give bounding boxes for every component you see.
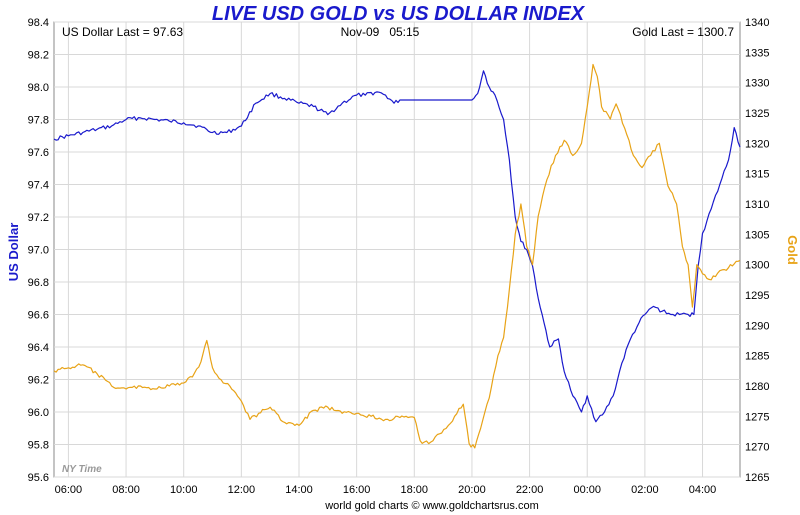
footer-credit: world gold charts © www.goldchartsrus.co… xyxy=(324,500,539,512)
right-tick-label: 1300 xyxy=(745,260,769,272)
header-dollar-last: US Dollar Last = 97.63 xyxy=(62,25,183,39)
x-tick-label: 20:00 xyxy=(458,484,486,496)
right-tick-label: 1290 xyxy=(745,320,769,332)
header-gold-last: Gold Last = 1300.7 xyxy=(632,25,734,39)
right-tick-label: 1310 xyxy=(745,199,769,211)
right-axis-label: Gold xyxy=(785,235,800,265)
left-tick-label: 97.0 xyxy=(28,245,49,257)
chart-title: LIVE USD GOLD vs US DOLLAR INDEX xyxy=(212,3,586,25)
left-tick-label: 98.0 xyxy=(28,82,49,94)
right-tick-label: 1315 xyxy=(745,169,769,181)
x-tick-label: 06:00 xyxy=(55,484,83,496)
left-tick-label: 95.6 xyxy=(28,472,49,484)
x-tick-label: 16:00 xyxy=(343,484,371,496)
series-line-us-dollar xyxy=(53,70,741,423)
x-tick-label: 04:00 xyxy=(689,484,717,496)
grid-lines xyxy=(54,21,740,478)
x-tick-label: 10:00 xyxy=(170,484,198,496)
timezone-label: NY Time xyxy=(62,464,102,475)
header-datetime: Nov-09 05:15 xyxy=(341,25,420,39)
right-tick-label: 1320 xyxy=(745,138,769,150)
right-tick-label: 1285 xyxy=(745,351,769,363)
right-tick-label: 1340 xyxy=(745,17,769,29)
left-tick-label: 98.4 xyxy=(28,17,49,29)
x-tick-label: 02:00 xyxy=(631,484,659,496)
right-tick-label: 1305 xyxy=(745,229,769,241)
x-axis-ticks: 06:00 08:00 10:00 12:00 14:00 16:00 18:00 20:00… xyxy=(55,484,717,496)
left-tick-label: 96.8 xyxy=(28,277,49,289)
x-tick-label: 18:00 xyxy=(401,484,429,496)
left-tick-label: 96.2 xyxy=(28,375,49,387)
x-tick-label: 08:00 xyxy=(112,484,140,496)
left-axis-ticks: 95.6 95.8 96.0 96.2 96.4 96.6 96.8 97.0 97.2 97.4… xyxy=(28,17,49,484)
right-axis-ticks: 1265 1270 1275 1280 1285 1290 1295 1300 1305 1310… xyxy=(745,17,769,484)
right-tick-label: 1325 xyxy=(745,108,769,120)
right-tick-label: 1335 xyxy=(745,47,769,59)
series-layer xyxy=(53,63,741,449)
right-tick-label: 1330 xyxy=(745,78,769,90)
right-tick-label: 1295 xyxy=(745,290,769,302)
left-tick-label: 98.2 xyxy=(28,50,49,62)
left-tick-label: 96.0 xyxy=(28,407,49,419)
x-tick-label: 12:00 xyxy=(228,484,256,496)
right-tick-label: 1270 xyxy=(745,442,769,454)
x-tick-label: 22:00 xyxy=(516,484,544,496)
left-tick-label: 96.4 xyxy=(28,342,49,354)
left-tick-label: 97.2 xyxy=(28,212,49,224)
left-tick-label: 97.6 xyxy=(28,147,49,159)
left-tick-label: 97.8 xyxy=(28,115,49,127)
x-tick-label: 14:00 xyxy=(285,484,313,496)
right-tick-label: 1275 xyxy=(745,411,769,423)
left-tick-label: 96.6 xyxy=(28,310,49,322)
left-tick-label: 95.8 xyxy=(28,440,49,452)
right-tick-label: 1280 xyxy=(745,381,769,393)
right-tick-label: 1265 xyxy=(745,472,769,484)
series-line-gold xyxy=(53,63,741,449)
left-tick-label: 97.4 xyxy=(28,180,49,192)
left-axis-label: US Dollar xyxy=(6,223,21,282)
x-tick-label: 00:00 xyxy=(573,484,601,496)
